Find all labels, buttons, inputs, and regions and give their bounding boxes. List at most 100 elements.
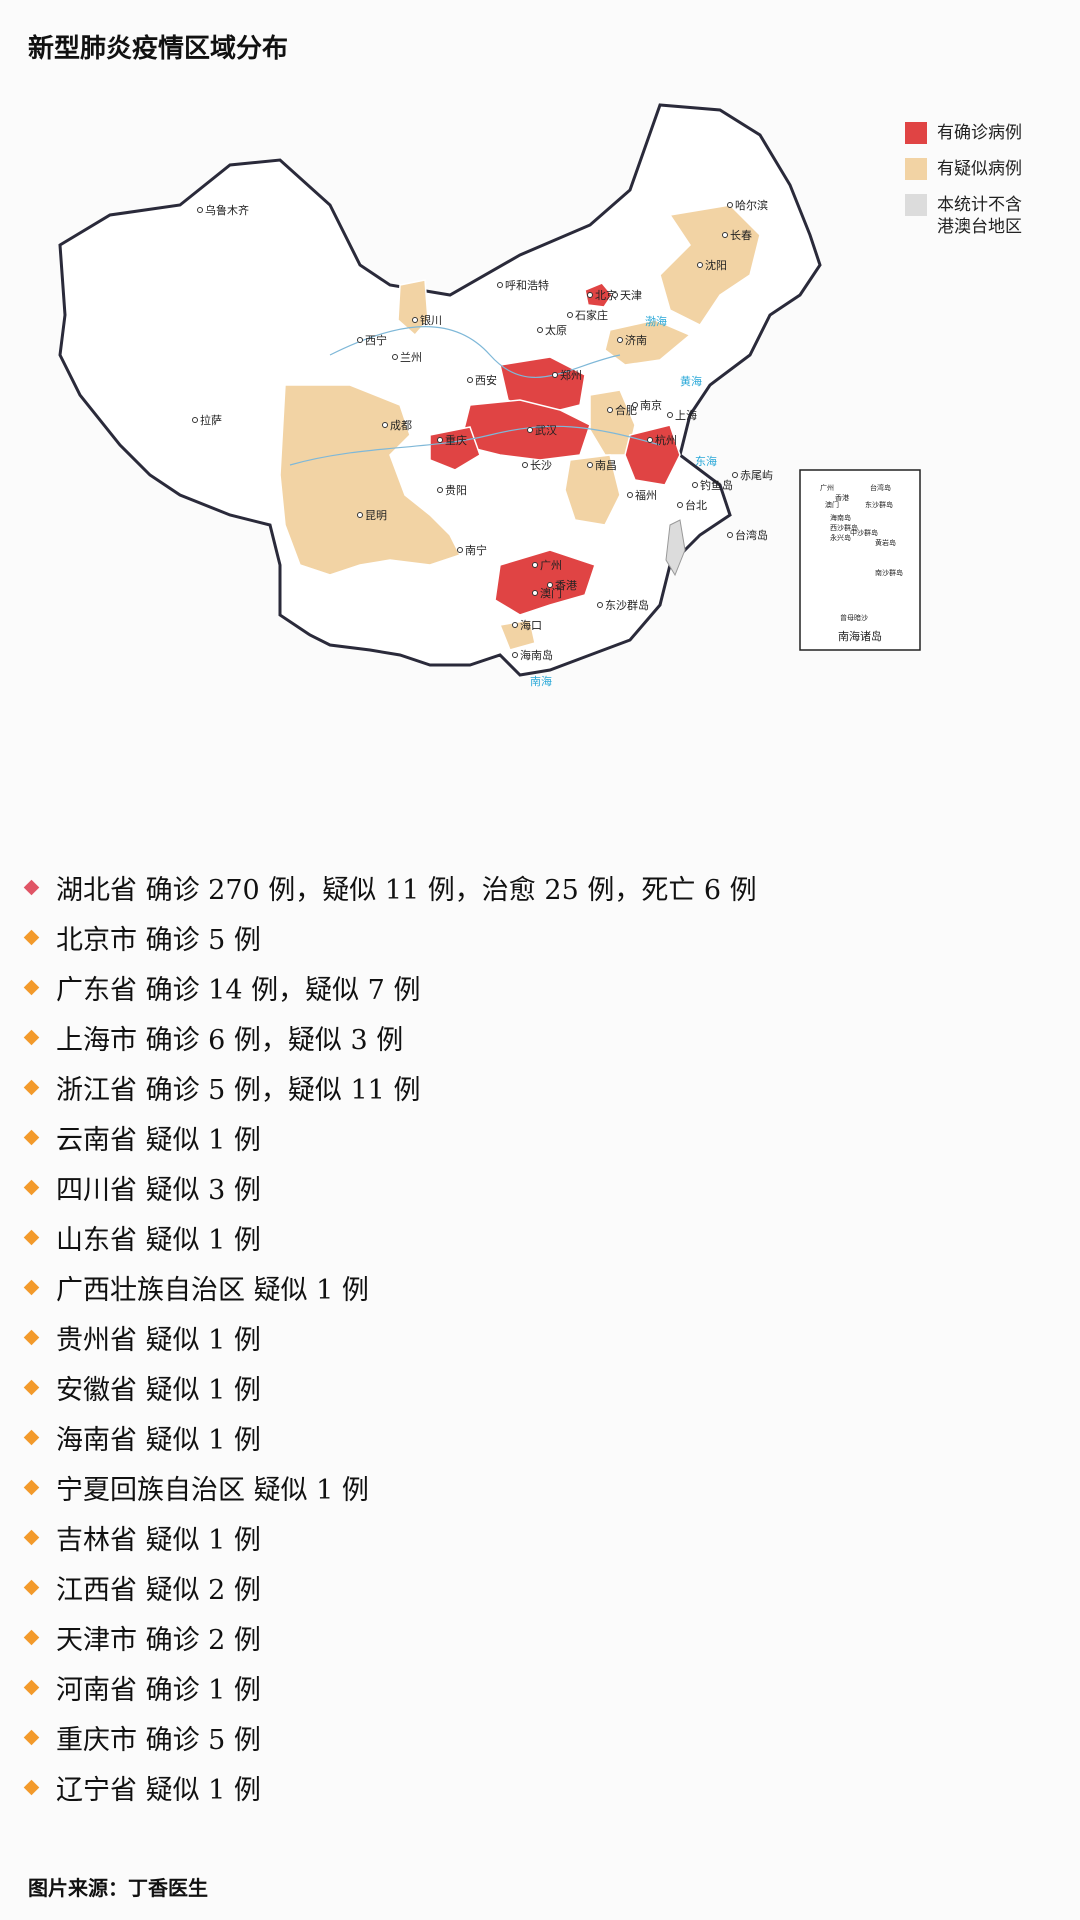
- stat-text: 河南省 确诊 1 例: [56, 1674, 261, 1706]
- stat-text: 北京市 确诊 5 例: [56, 924, 261, 956]
- bullet-diamond-icon: [23, 1279, 40, 1295]
- city-dot: [732, 472, 738, 478]
- inset-place-label: 香港: [835, 493, 849, 502]
- stat-row: 广东省 确诊 14 例，疑似 7 例: [22, 962, 1062, 1012]
- city-dot: [547, 582, 553, 588]
- city-label: 福州: [635, 488, 657, 502]
- stat-row: 江西省 疑似 2 例: [22, 1562, 1062, 1612]
- china-outline: [58, 103, 822, 677]
- inset-place-label: 西沙群岛: [830, 523, 858, 532]
- city-label: 银川: [420, 313, 442, 327]
- city-label: 贵阳: [445, 484, 467, 497]
- stat-text: 宁夏回族自治区 疑似 1 例: [56, 1474, 369, 1506]
- city-dot: [197, 207, 203, 213]
- stat-text: 贵州省 疑似 1 例: [56, 1324, 261, 1356]
- stat-text: 广西壮族自治区 疑似 1 例: [56, 1274, 369, 1306]
- city-dot: [537, 327, 543, 333]
- city-dot: [512, 652, 518, 658]
- inset-place-label: 曾母暗沙: [840, 613, 868, 622]
- city-label: 合肥: [615, 403, 637, 417]
- city-dot: [467, 377, 473, 383]
- city-label: 兰州: [400, 351, 422, 364]
- city-label: 台湾岛: [735, 528, 768, 542]
- city-label: 海南岛: [520, 648, 553, 662]
- bullet-diamond-icon: [23, 1629, 40, 1645]
- stat-text: 海南省 疑似 1 例: [56, 1424, 261, 1456]
- inset-title: 南海诸岛: [838, 629, 882, 643]
- inset-place-label: 黄岩岛: [875, 538, 896, 547]
- stat-row: 宁夏回族自治区 疑似 1 例: [22, 1462, 1062, 1512]
- stat-row: 辽宁省 疑似 1 例: [22, 1762, 1062, 1812]
- legend-label-excluded: 本统计不含 港澳台地区: [937, 195, 1022, 237]
- city-label: 海口: [520, 618, 542, 632]
- bullet-diamond-icon: [23, 1129, 40, 1145]
- city-dot: [722, 232, 728, 238]
- city-label: 成都: [390, 419, 412, 432]
- city-label: 石家庄: [575, 308, 608, 322]
- city-label: 呼和浩特: [505, 278, 549, 292]
- city-label: 台北: [685, 498, 707, 512]
- stat-text: 四川省 疑似 3 例: [56, 1174, 261, 1206]
- city-label: 西宁: [365, 333, 387, 347]
- city-dot: [597, 602, 603, 608]
- bullet-diamond-icon: [23, 929, 40, 945]
- city-label: 长沙: [530, 459, 552, 472]
- city-dot: [647, 437, 653, 443]
- city-dot: [437, 487, 443, 493]
- bullet-diamond-icon: [23, 1429, 40, 1445]
- legend-swatch-confirmed: [905, 122, 927, 144]
- legend-label-suspected: 有疑似病例: [937, 159, 1022, 179]
- city-label: 广州: [540, 559, 562, 572]
- region-beijing-tianjin: [584, 282, 613, 308]
- stat-row: 贵州省 疑似 1 例: [22, 1312, 1062, 1362]
- inset-place-label: 澳门: [825, 500, 839, 509]
- image-source: 图片来源：丁香医生: [28, 1876, 208, 1900]
- inset-place-label: 南沙群岛: [875, 568, 903, 577]
- city-label: 武汉: [535, 424, 557, 437]
- city-dot: [357, 337, 363, 343]
- city-dot: [457, 547, 463, 553]
- city-label: 太原: [545, 324, 567, 337]
- stat-row: 浙江省 确诊 5 例，疑似 11 例: [22, 1062, 1062, 1112]
- stat-text: 吉林省 疑似 1 例: [56, 1524, 261, 1556]
- stat-row: 山东省 疑似 1 例: [22, 1212, 1062, 1262]
- yangtze-river: [289, 425, 661, 466]
- bullet-diamond-icon: [23, 1179, 40, 1195]
- stat-row: 安徽省 疑似 1 例: [22, 1362, 1062, 1412]
- bullet-diamond-icon: [23, 1679, 40, 1695]
- city-label: 上海: [675, 408, 697, 422]
- city-dot: [412, 317, 418, 323]
- taiwan-island: [665, 519, 686, 577]
- city-label: 杭州: [655, 433, 677, 447]
- legend-item-confirmed: 有确诊病例: [905, 122, 1055, 144]
- stat-row: 重庆市 确诊 5 例: [22, 1712, 1062, 1762]
- city-dot: [587, 292, 593, 298]
- region-chongqing: [429, 426, 481, 471]
- bullet-diamond-icon: [23, 1379, 40, 1395]
- bullet-diamond-icon: [23, 879, 40, 895]
- city-label: 东沙群岛: [605, 598, 649, 612]
- city-dot: [392, 354, 398, 360]
- inset-place-label: 广州: [820, 483, 834, 492]
- stat-text: 天津市 确诊 2 例: [56, 1624, 261, 1656]
- city-dot: [632, 402, 638, 408]
- bullet-diamond-icon: [23, 1729, 40, 1745]
- legend-item-excluded: 本统计不含 港澳台地区: [905, 194, 1055, 238]
- city-dot: [522, 462, 528, 468]
- city-dot: [727, 202, 733, 208]
- inset-place-label: 中沙群岛: [850, 528, 878, 537]
- region-guangdong: [494, 549, 596, 616]
- stat-text: 山东省 疑似 1 例: [56, 1224, 261, 1256]
- city-dot: [497, 282, 503, 288]
- city-dot: [667, 412, 673, 418]
- city-dot: [612, 292, 618, 298]
- city-label: 澳门: [540, 586, 562, 600]
- city-dot: [437, 437, 443, 443]
- inset-place-label: 台湾岛: [870, 483, 891, 492]
- region-jilin-liaoning: [659, 204, 761, 326]
- city-label: 昆明: [365, 509, 387, 522]
- stat-row: 海南省 疑似 1 例: [22, 1412, 1062, 1462]
- stat-row: 吉林省 疑似 1 例: [22, 1512, 1062, 1562]
